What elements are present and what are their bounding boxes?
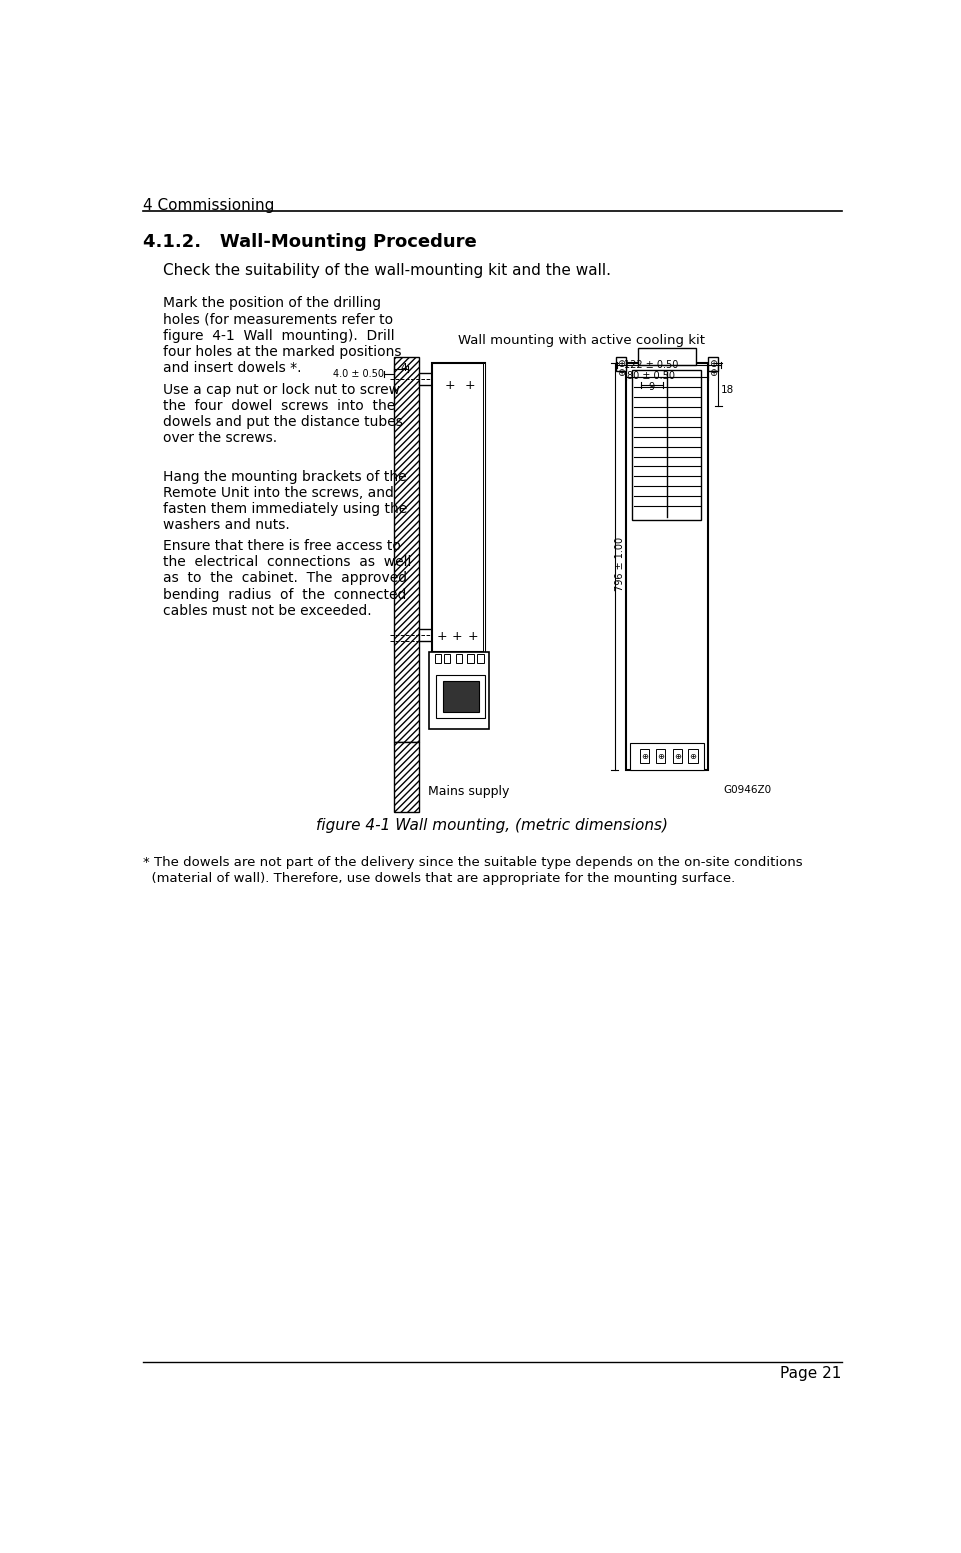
Bar (436, 676, 485, 717)
Bar (429, 652, 489, 730)
Text: 4 Commissioning: 4 Commissioning (143, 197, 275, 213)
Bar (394, 742, 418, 812)
Bar (418, 629, 432, 641)
Bar (482, 363, 485, 652)
Bar (418, 373, 432, 385)
Text: Hang the mounting brackets of the
Remote Unit into the screws, and
fasten them i: Hang the mounting brackets of the Remote… (162, 469, 407, 533)
Bar (467, 654, 474, 663)
Bar (707, 357, 718, 371)
Text: Use a cap nut or lock nut to screw
the  four  dowel  screws  into  the
dowels an: Use a cap nut or lock nut to screw the f… (162, 382, 403, 446)
Bar (432, 363, 485, 652)
Text: ⊕: ⊕ (656, 752, 664, 761)
Text: 18: 18 (721, 385, 734, 394)
Text: 4: 4 (401, 363, 407, 373)
Text: ⊕: ⊕ (617, 368, 625, 377)
Bar (456, 654, 462, 663)
Bar (640, 749, 650, 763)
Text: G0946Z0: G0946Z0 (723, 786, 771, 795)
Bar (434, 654, 441, 663)
Bar (478, 654, 483, 663)
Bar (442, 682, 479, 711)
Text: Wall mounting with active cooling kit: Wall mounting with active cooling kit (457, 334, 704, 348)
Text: ⊕: ⊕ (709, 368, 717, 377)
Text: ⊕: ⊕ (617, 359, 625, 370)
Text: Check the suitability of the wall-mounting kit and the wall.: Check the suitability of the wall-mounti… (162, 264, 611, 278)
Bar (638, 348, 696, 365)
Text: 4.1.2.   Wall-Mounting Procedure: 4.1.2. Wall-Mounting Procedure (143, 233, 477, 250)
Text: +: + (444, 379, 455, 391)
Bar (616, 357, 627, 371)
Text: +: + (467, 631, 478, 643)
Text: 9: 9 (649, 382, 654, 391)
Bar (627, 363, 707, 770)
Text: 4.0 ± 0.50: 4.0 ± 0.50 (333, 370, 383, 379)
Text: +: + (452, 631, 462, 643)
Bar (655, 749, 665, 763)
Text: +: + (436, 631, 447, 643)
Text: 122 ± 0.50: 122 ± 0.50 (624, 360, 678, 370)
Text: Page 21: Page 21 (780, 1367, 842, 1381)
Text: 796 ± 1.00: 796 ± 1.00 (615, 537, 625, 590)
Text: Mains supply: Mains supply (429, 786, 509, 798)
Text: Ensure that there is free access to
the  electrical  connections  as  well
as  t: Ensure that there is free access to the … (162, 539, 411, 618)
Text: ⊕: ⊕ (641, 752, 649, 761)
Text: ⊕: ⊕ (689, 752, 697, 761)
Bar (444, 654, 451, 663)
Text: (material of wall). Therefore, use dowels that are appropriate for the mounting : (material of wall). Therefore, use dowel… (143, 871, 735, 885)
Text: figure 4-1 Wall mounting, (metric dimensions): figure 4-1 Wall mounting, (metric dimens… (316, 818, 668, 832)
Bar (688, 749, 698, 763)
Text: * The dowels are not part of the delivery since the suitable type depends on the: * The dowels are not part of the deliver… (143, 856, 803, 870)
Text: Mark the position of the drilling
holes (for measurements refer to
figure  4-1  : Mark the position of the drilling holes … (162, 297, 402, 376)
Text: ⊕: ⊕ (709, 359, 717, 370)
Bar (394, 357, 418, 742)
Bar (673, 749, 682, 763)
Bar (632, 370, 702, 520)
Text: ⊕: ⊕ (674, 752, 680, 761)
Text: +: + (464, 379, 475, 391)
Text: 80 ± 0.50: 80 ± 0.50 (627, 371, 675, 380)
Bar (630, 742, 703, 770)
